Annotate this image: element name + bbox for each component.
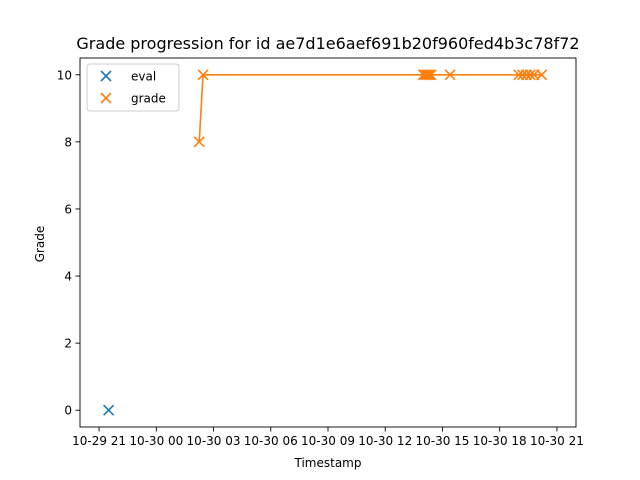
- y-tick-label: 6: [64, 202, 72, 216]
- legend-box: [86, 63, 180, 112]
- x-tick-label: 10-30 12: [358, 434, 412, 448]
- series-grade: [193, 69, 548, 148]
- data-point-grade-stroke: [193, 136, 205, 148]
- y-tick-label: 0: [64, 404, 72, 418]
- x-tick-label: 10-30 21: [530, 434, 584, 448]
- y-axis-label: Grade: [33, 226, 47, 263]
- x-tick-label: 10-30 15: [415, 434, 469, 448]
- y-tick-label: 4: [64, 270, 72, 284]
- data-point-grade-stroke: [423, 69, 435, 81]
- x-tick-label: 10-30 09: [301, 434, 355, 448]
- legend: eval grade: [86, 63, 180, 112]
- plot-area: 10-29 21 10-30 00 10-30 03 10-30 06 10-30 09…: [57, 57, 584, 448]
- data-point-grade: [193, 136, 205, 148]
- legend-marker-grade-stroke: [100, 92, 112, 104]
- chart-title: Grade progression for id ae7d1e6aef691b2…: [76, 34, 579, 53]
- y-tick-label: 8: [64, 135, 72, 149]
- y-tick-label: 2: [64, 337, 72, 351]
- y-tick-label: 10: [57, 68, 72, 82]
- series-eval: [103, 404, 115, 416]
- data-point-grade: [444, 69, 456, 81]
- data-point-grade-stroke: [524, 69, 536, 81]
- data-point-grade-stroke: [421, 69, 433, 81]
- x-axis-label: Timestamp: [294, 456, 362, 470]
- x-tick-label: 10-29 21: [72, 434, 126, 448]
- data-point-grade: [423, 69, 435, 81]
- data-point-grade: [536, 69, 548, 81]
- data-point-grade: [524, 69, 536, 81]
- legend-label-grade: grade: [131, 92, 166, 106]
- legend-marker-eval: [100, 70, 112, 82]
- y-axis-ticks: 0 2 4 6 8 10: [57, 68, 80, 418]
- data-point-grade: [425, 69, 437, 81]
- data-point-eval: [103, 404, 115, 416]
- x-tick-label: 10-30 18: [473, 434, 527, 448]
- data-point-grade-stroke: [425, 69, 437, 81]
- data-point-grade: [197, 69, 209, 81]
- x-tick-label: 10-30 06: [244, 434, 298, 448]
- legend-marker-grade: [100, 92, 112, 104]
- legend-marker-eval-stroke: [100, 70, 112, 82]
- x-tick-label: 10-30 00: [129, 434, 183, 448]
- data-point-grade-stroke: [444, 69, 456, 81]
- legend-label-eval: eval: [131, 70, 156, 84]
- data-point-grade-stroke: [197, 69, 209, 81]
- x-axis-ticks: 10-29 21 10-30 00 10-30 03 10-30 06 10-30 09…: [72, 427, 584, 448]
- data-point-grade-stroke: [536, 69, 548, 81]
- data-point-grade: [421, 69, 433, 81]
- x-tick-label: 10-30 03: [187, 434, 241, 448]
- data-point-eval-stroke: [103, 404, 115, 416]
